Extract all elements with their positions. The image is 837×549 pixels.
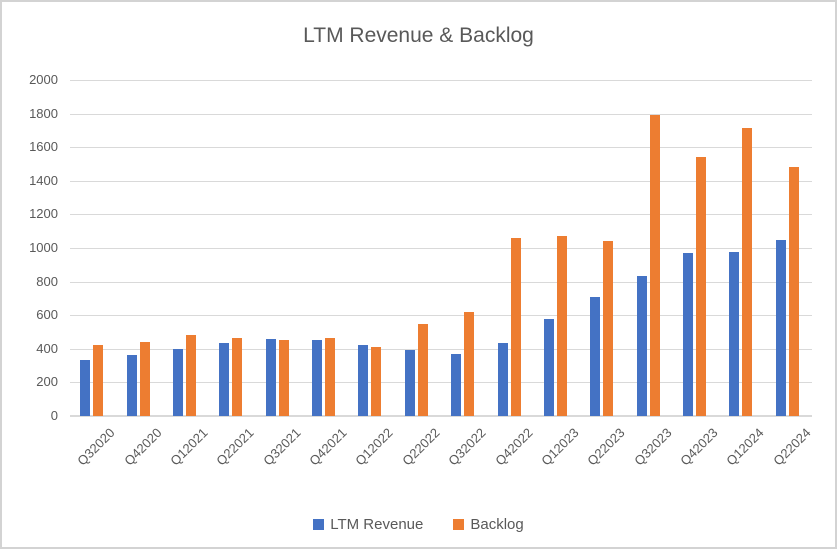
y-tick-label: 400 <box>36 340 58 356</box>
revenue-bar <box>636 275 647 416</box>
revenue-bar <box>265 338 276 416</box>
y-tick-label: 800 <box>36 273 58 289</box>
backlog-bar <box>325 337 336 416</box>
backlog-bar <box>371 347 382 416</box>
legend-swatch-icon <box>313 519 325 530</box>
revenue-bar <box>729 252 740 416</box>
revenue-bar <box>80 359 91 416</box>
revenue-bar <box>590 296 601 416</box>
backlog-bar <box>417 324 428 416</box>
legend-item: Backlog <box>453 516 524 533</box>
revenue-bar <box>404 350 415 416</box>
gridline <box>70 281 812 283</box>
y-tick-label: 2000 <box>29 72 58 87</box>
revenue-bar <box>172 348 183 416</box>
backlog-bar <box>649 115 660 416</box>
gridline <box>70 348 812 350</box>
backlog-bar <box>696 157 707 416</box>
backlog-bar <box>232 337 243 416</box>
backlog-bar <box>742 127 753 416</box>
backlog-bar <box>788 167 799 416</box>
x-axis-line <box>70 415 812 417</box>
gridline <box>70 315 812 317</box>
y-tick-label: 0 <box>50 408 58 423</box>
legend-swatch-icon <box>453 519 465 530</box>
gridline <box>70 113 812 115</box>
revenue-bar <box>358 345 369 416</box>
backlog-bar <box>603 241 614 416</box>
backlog-bar <box>464 311 475 416</box>
legend-item: LTM Revenue <box>313 516 423 533</box>
backlog-bar <box>139 342 150 416</box>
backlog-bar <box>278 340 289 416</box>
legend-label: Backlog <box>470 516 524 533</box>
chart-legend: LTM Revenue Backlog <box>2 516 835 533</box>
revenue-bar <box>497 342 508 416</box>
revenue-bar <box>775 239 786 416</box>
chart-title: LTM Revenue & Backlog <box>303 24 534 47</box>
gridline <box>70 214 812 216</box>
gridline <box>70 382 812 384</box>
revenue-bar <box>451 353 462 416</box>
gridline <box>70 248 812 249</box>
backlog-bar <box>93 345 104 416</box>
gridline <box>70 147 812 149</box>
gridline <box>70 80 812 81</box>
backlog-bar <box>185 334 196 416</box>
revenue-bar <box>683 253 694 416</box>
y-tick-label: 600 <box>36 307 58 323</box>
revenue-bar <box>126 354 137 416</box>
y-tick-label: 1600 <box>29 139 58 155</box>
revenue-bar <box>543 319 554 416</box>
backlog-bar <box>556 236 567 416</box>
y-tick-label: 200 <box>36 374 58 390</box>
revenue-bar <box>312 339 323 416</box>
y-tick-label: 1800 <box>29 105 58 121</box>
y-tick-label: 1400 <box>29 172 58 188</box>
gridline <box>70 180 812 182</box>
legend-label: LTM Revenue <box>330 516 424 533</box>
y-tick-label: 1200 <box>29 206 58 222</box>
y-tick-label: 1000 <box>29 240 58 255</box>
backlog-bar <box>510 237 521 416</box>
revenue-bar <box>219 342 230 416</box>
